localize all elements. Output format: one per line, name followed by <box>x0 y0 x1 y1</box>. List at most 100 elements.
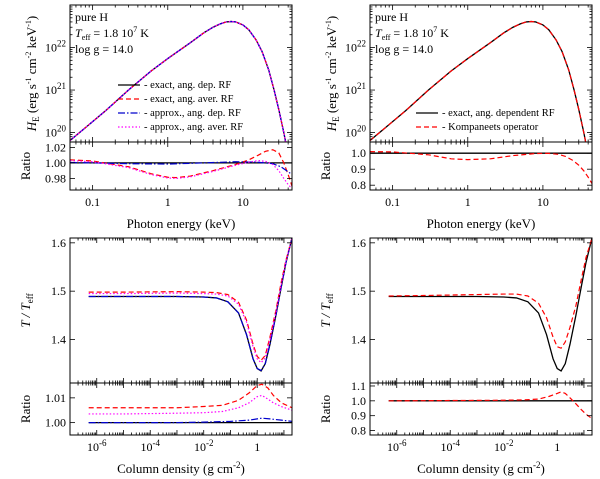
x-tick-label: 0.1 <box>385 195 400 209</box>
x-axis-label: Photon energy (keV) <box>127 216 236 231</box>
series-group <box>370 151 592 184</box>
annotation-logg: log g = 14.0 <box>375 42 433 56</box>
series-group <box>88 238 292 372</box>
series-line-3 <box>70 20 287 142</box>
series-line-1 <box>70 149 292 187</box>
series-group <box>88 383 292 424</box>
annotation-teff: Teff = 1.8 107 K <box>75 25 149 42</box>
annotation-teff: Teff = 1.8 107 K <box>375 25 449 42</box>
y-tick-label: 0.9 <box>351 409 366 423</box>
panel-spectrum_left_ratio: 0.1 1 10 0.981.00 1.02 Ratio Photon energy (ke… <box>18 140 293 231</box>
series-line-2 <box>88 417 292 424</box>
y-tick-label: 0.8 <box>351 178 366 192</box>
series-group <box>70 20 287 142</box>
y-tick-label: 1.6 <box>51 236 66 250</box>
legend-label: - exact, ang. dependent RF <box>442 108 555 119</box>
series-line-1 <box>370 20 587 142</box>
series-line-1 <box>88 383 292 409</box>
panel-temperature_left_ratio: 10-6 10-4 10-2 1 1.00 1.01 Ratio Column density… <box>18 382 293 476</box>
y-tick-label: 0.9 <box>351 162 366 176</box>
series-group <box>370 20 587 142</box>
series-line-3 <box>70 159 292 189</box>
y-axis-label: Ratio <box>18 395 33 423</box>
plot-frame <box>369 382 593 436</box>
series-group <box>388 391 592 420</box>
x-tick-label: 10-6 <box>387 438 407 454</box>
x-axis-label: Photon energy (keV) <box>427 216 536 231</box>
annotation-logg: log g = 14.0 <box>75 42 133 56</box>
x-tick-label: 0.1 <box>85 195 100 209</box>
legend-label: - approx., ang. aver. RF <box>144 122 243 133</box>
panel-spectrum_right_ratio: 0.1 1 10 0.8 0.9 1.0 Ratio Photon energy (keV) <box>318 141 593 231</box>
y-tick-label: 1.5 <box>51 284 66 298</box>
panel-temperature_left: 1.4 1.5 1.6 T / Teff <box>18 236 293 384</box>
x-tick-label: 10 <box>537 195 549 209</box>
y-axis-label: T / Teff <box>18 293 35 327</box>
x-tick-label: 10-2 <box>194 438 214 454</box>
y-tick-label: 1.4 <box>351 333 366 347</box>
legend-label: - Kompaneets operator <box>442 122 539 133</box>
x-tick-label: 1 <box>554 440 560 454</box>
y-tick-label: 1.6 <box>351 236 366 250</box>
series-line-2 <box>70 161 292 176</box>
y-axis-label: T / Teff <box>318 293 335 327</box>
y-tick-label: 1.5 <box>351 284 366 298</box>
annotation-composition: pure H <box>75 10 108 24</box>
series-line-3 <box>88 394 292 415</box>
series-line-1 <box>370 151 592 184</box>
series-group <box>70 149 292 189</box>
plot-frame <box>69 237 293 384</box>
y-tick-label: 0.98 <box>45 171 66 185</box>
y-axis-label: Ratio <box>318 152 333 180</box>
plot-frame <box>369 237 593 384</box>
panel-temperature_right_ratio: 10-6 10-4 10-2 1 0.80.91.01.1 Ratio Column den… <box>318 379 593 476</box>
y-tick-label: 0.8 <box>351 424 366 438</box>
series-line-1 <box>388 238 592 349</box>
series-line-1 <box>388 391 592 420</box>
y-tick-label: 1.4 <box>51 333 66 347</box>
y-tick-label: 1020 <box>345 124 367 140</box>
y-tick-label: 1.0 <box>351 146 366 160</box>
y-tick-label: 1.0 <box>351 394 366 408</box>
y-axis-label: HE (erg s-1 cm-2 keV-1) <box>24 16 41 133</box>
y-tick-label: 1020 <box>45 124 67 140</box>
x-tick-label: 10-4 <box>440 438 460 454</box>
x-axis-label: Column density (g cm-2) <box>117 460 245 476</box>
y-tick-label: 1.01 <box>45 391 66 405</box>
series-line-0 <box>388 238 592 372</box>
legend-label: - exact, ang. aver. RF <box>144 94 234 105</box>
y-tick-label: 1021 <box>345 81 366 97</box>
x-tick-label: 10-6 <box>87 438 107 454</box>
y-tick-label: 1021 <box>45 81 66 97</box>
plot-frame <box>369 141 593 191</box>
series-line-2 <box>88 238 292 372</box>
series-line-3 <box>88 238 292 364</box>
panel-temperature_right: 1.4 1.5 1.6 T / Teff <box>318 236 593 384</box>
y-axis-label: Ratio <box>318 395 333 423</box>
series-line-0 <box>88 238 292 372</box>
plot-frame <box>69 141 293 191</box>
x-tick-label: 1 <box>165 195 171 209</box>
plot-frame <box>69 382 293 436</box>
x-tick-label: 10-4 <box>140 438 160 454</box>
x-axis-label: Column density (g cm-2) <box>417 460 545 476</box>
series-group <box>388 238 592 372</box>
legend-label: - approx., ang. dep. RF <box>144 108 241 119</box>
y-tick-label: 1.02 <box>45 140 66 154</box>
x-tick-label: 10 <box>237 195 249 209</box>
y-tick-label: 1022 <box>345 39 366 55</box>
y-tick-label: 1022 <box>45 39 66 55</box>
x-tick-label: 1 <box>254 440 260 454</box>
x-tick-label: 10-2 <box>494 438 514 454</box>
annotation-composition: pure H <box>375 10 408 24</box>
y-tick-label: 1.1 <box>351 379 366 393</box>
legend-label: - exact, ang. dep. RF <box>144 80 231 91</box>
y-tick-label: 1.00 <box>45 416 66 430</box>
y-axis-label: Ratio <box>18 152 33 180</box>
y-axis-label: HE (erg s-1 cm-2 keV-1) <box>324 16 341 133</box>
series-line-1 <box>88 238 292 362</box>
y-tick-label: 1.00 <box>45 156 66 170</box>
